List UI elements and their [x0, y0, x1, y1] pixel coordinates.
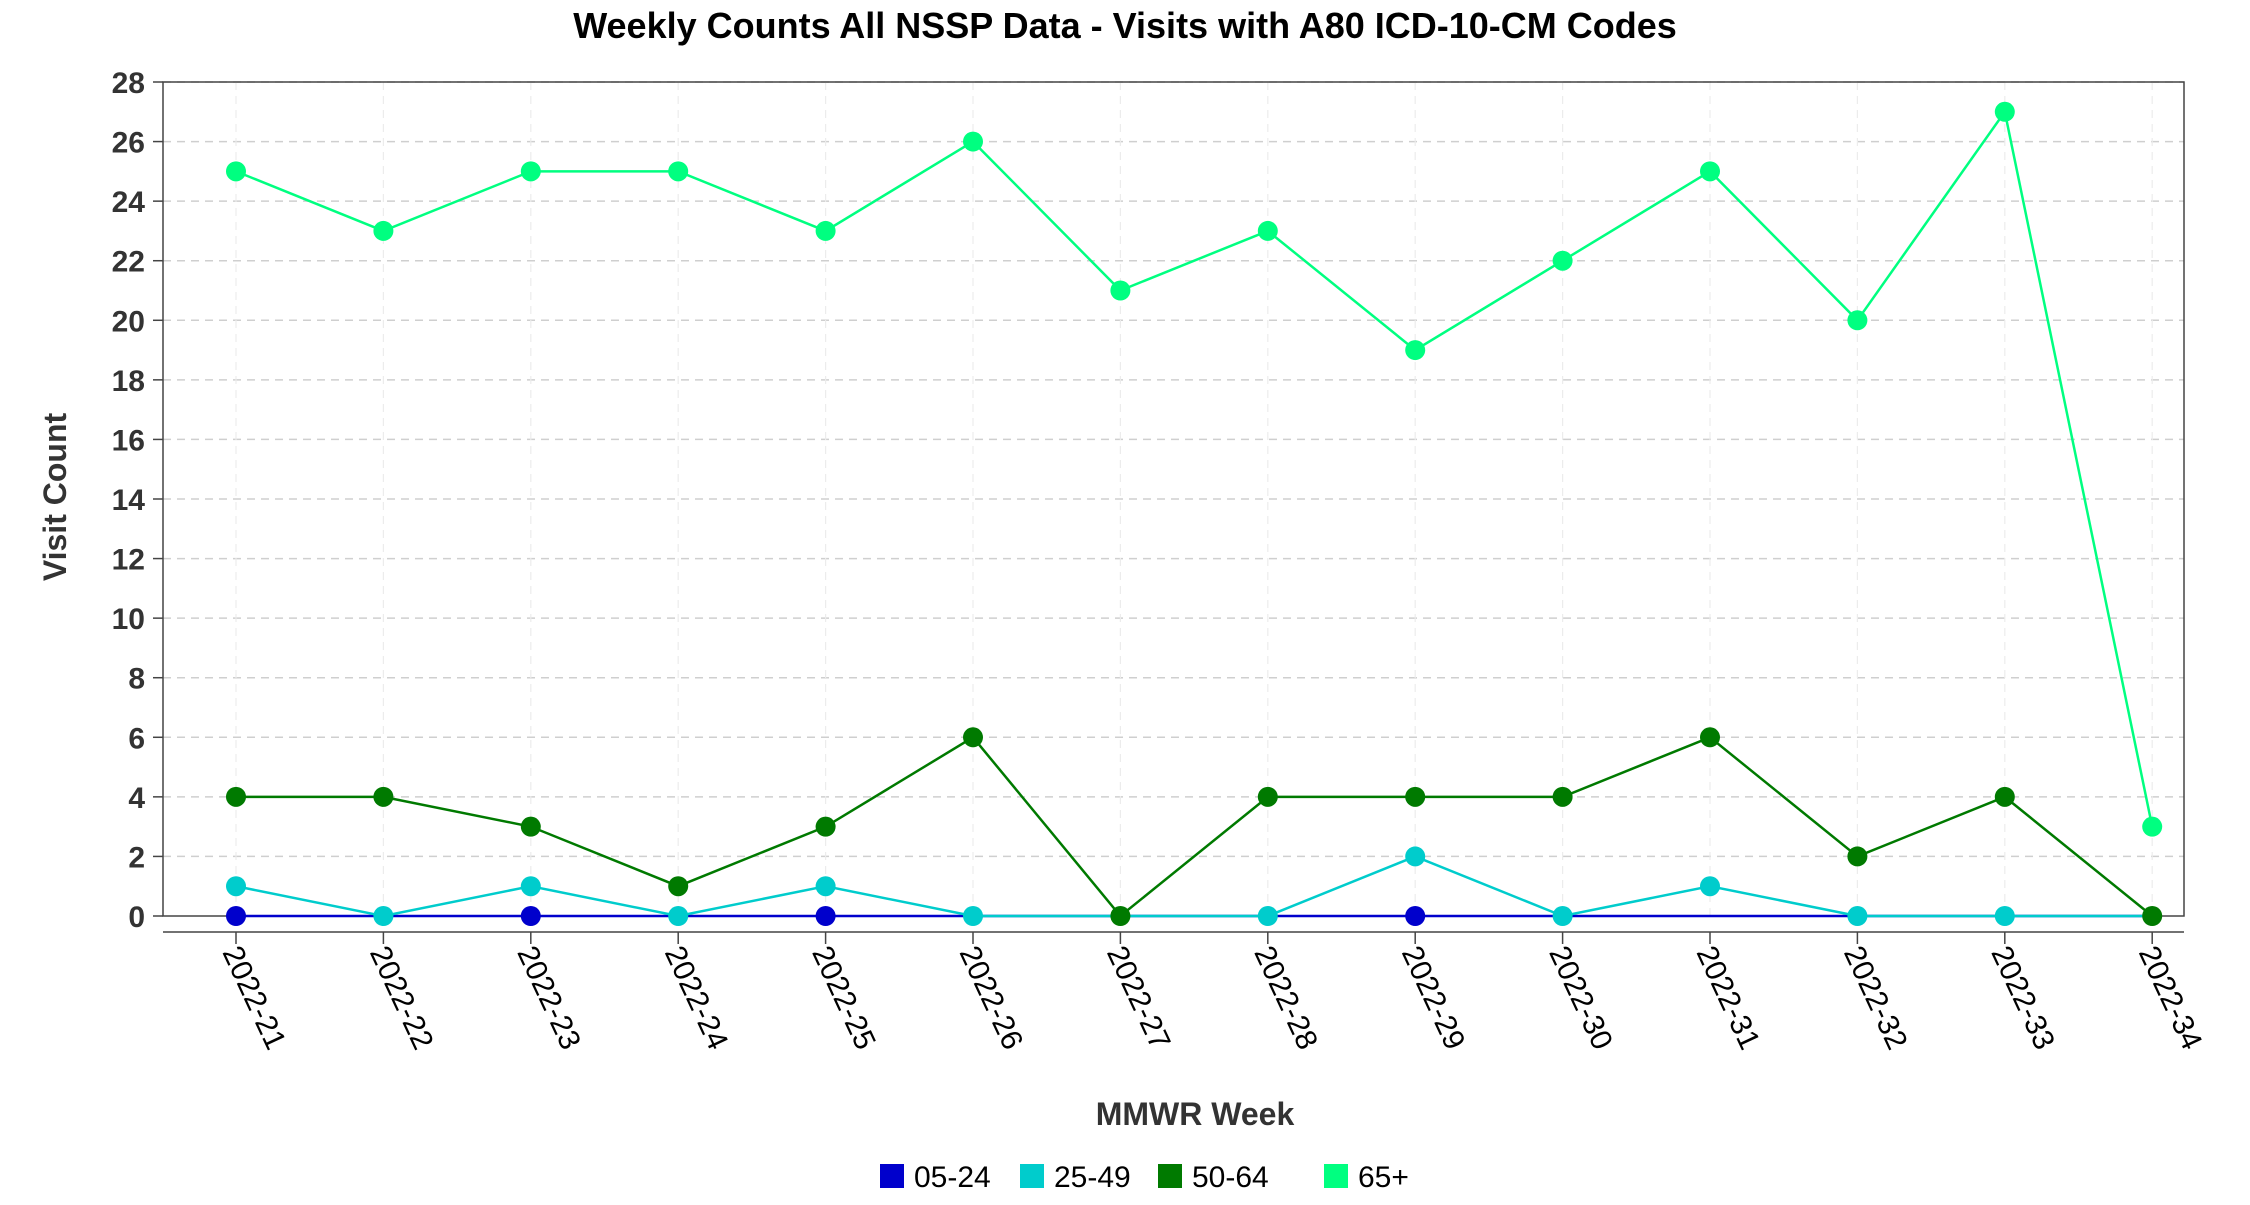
data-point[interactable] — [226, 906, 246, 926]
data-point[interactable] — [226, 876, 246, 897]
data-point[interactable] — [1994, 906, 2015, 926]
y-axis-label: Visit Count — [37, 413, 73, 582]
data-point[interactable] — [668, 906, 689, 926]
data-point[interactable] — [1257, 220, 1278, 241]
data-point[interactable] — [1847, 906, 1868, 926]
grid — [163, 81, 2184, 916]
data-point[interactable] — [1552, 906, 1573, 926]
legend-item[interactable]: 50-64 — [1158, 1161, 1269, 1194]
series-50-64 — [226, 727, 2163, 926]
data-point[interactable] — [1700, 727, 1720, 748]
x-axis-label: MMWR Week — [1096, 1096, 1295, 1132]
x-tick-label: 2022-33 — [1984, 941, 2060, 1055]
y-tick-label: 22 — [112, 246, 145, 279]
legend-swatch — [1020, 1164, 1044, 1188]
series-line — [236, 735, 2153, 918]
y-tick-label: 18 — [112, 365, 145, 398]
data-point[interactable] — [815, 220, 836, 241]
y-tick-label: 24 — [112, 186, 146, 219]
data-point[interactable] — [373, 220, 394, 241]
y-tick-label: 6 — [128, 722, 145, 755]
x-tick-label: 2022-27 — [1100, 941, 1176, 1055]
data-point[interactable] — [1700, 876, 1720, 897]
data-point[interactable] — [1552, 250, 1573, 271]
y-tick-label: 26 — [112, 127, 145, 160]
data-point[interactable] — [815, 906, 836, 926]
y-tick-label: 14 — [112, 484, 146, 517]
data-point[interactable] — [815, 876, 836, 897]
data-point[interactable] — [520, 161, 541, 182]
legend-label: 50-64 — [1192, 1161, 1269, 1194]
y-tick-label: 16 — [112, 424, 145, 457]
data-point[interactable] — [1552, 786, 1573, 807]
data-point[interactable] — [1405, 340, 1426, 361]
x-tick-label: 2022-22 — [363, 941, 439, 1055]
x-tick-label: 2022-26 — [953, 941, 1029, 1055]
data-point[interactable] — [1847, 846, 1868, 867]
legend-swatch — [880, 1164, 904, 1188]
data-point[interactable] — [520, 906, 541, 926]
data-point[interactable] — [1847, 310, 1868, 331]
x-tick-label: 2022-25 — [805, 941, 881, 1055]
y-tick-label: 10 — [112, 603, 145, 636]
data-point[interactable] — [1994, 101, 2015, 122]
data-point[interactable] — [226, 161, 246, 182]
y-tick-label: 2 — [128, 841, 145, 874]
legend-label: 05-24 — [914, 1161, 991, 1194]
series-layer — [226, 101, 2163, 926]
data-point[interactable] — [1257, 906, 1278, 926]
data-point[interactable] — [2142, 906, 2163, 926]
legend[interactable]: 05-24 25-49 50-64 65+ — [880, 1161, 1409, 1194]
data-point[interactable] — [226, 786, 246, 807]
legend-item[interactable]: 05-24 — [880, 1161, 991, 1194]
data-point[interactable] — [520, 876, 541, 897]
data-point[interactable] — [1257, 786, 1278, 807]
data-point[interactable] — [373, 906, 394, 926]
y-tick-label: 28 — [112, 67, 145, 100]
legend-item[interactable]: 65+ — [1324, 1161, 1409, 1194]
data-point[interactable] — [815, 816, 836, 837]
chart-title: Weekly Counts All NSSP Data - Visits wit… — [573, 5, 1677, 46]
x-tick-label: 2022-29 — [1395, 941, 1471, 1055]
data-point[interactable] — [373, 786, 394, 807]
data-point[interactable] — [1405, 906, 1426, 926]
legend-label: 65+ — [1358, 1161, 1409, 1194]
legend-label: 25-49 — [1054, 1161, 1131, 1194]
y-tick-label: 0 — [128, 901, 145, 934]
legend-swatch — [1158, 1164, 1182, 1188]
series-line — [235, 855, 2153, 918]
x-tick-label: 2022-24 — [658, 941, 734, 1055]
data-point[interactable] — [1994, 786, 2015, 807]
data-point[interactable] — [668, 161, 689, 182]
y-tick-label: 12 — [112, 544, 145, 577]
data-point[interactable] — [1405, 846, 1426, 867]
data-point[interactable] — [1405, 786, 1426, 807]
series-25-49 — [226, 846, 2153, 926]
data-point[interactable] — [963, 131, 983, 152]
x-tick-label: 2022-21 — [216, 941, 292, 1055]
x-tick-label: 2022-23 — [510, 941, 586, 1055]
x-tick-label: 2022-28 — [1247, 941, 1323, 1055]
y-tick-label: 20 — [112, 305, 145, 338]
data-point[interactable] — [963, 727, 983, 748]
data-point[interactable] — [668, 876, 689, 897]
data-point[interactable] — [1110, 280, 1131, 301]
series-line — [235, 108, 2154, 827]
data-point[interactable] — [1110, 906, 1131, 926]
y-tick-label: 8 — [128, 663, 145, 696]
data-point[interactable] — [963, 906, 983, 926]
legend-item[interactable]: 25-49 — [1020, 1161, 1131, 1194]
x-tick-label: 2022-30 — [1542, 941, 1618, 1055]
x-tick-label: 2022-31 — [1690, 941, 1766, 1055]
data-point[interactable] — [520, 816, 541, 837]
x-tick-label: 2022-32 — [1837, 941, 1913, 1055]
data-point[interactable] — [2142, 816, 2163, 837]
data-point[interactable] — [1700, 161, 1720, 182]
legend-swatch — [1324, 1164, 1348, 1188]
y-tick-label: 4 — [128, 782, 145, 815]
x-tick-label: 2022-34 — [2132, 941, 2208, 1055]
series-65+ — [226, 101, 2163, 837]
